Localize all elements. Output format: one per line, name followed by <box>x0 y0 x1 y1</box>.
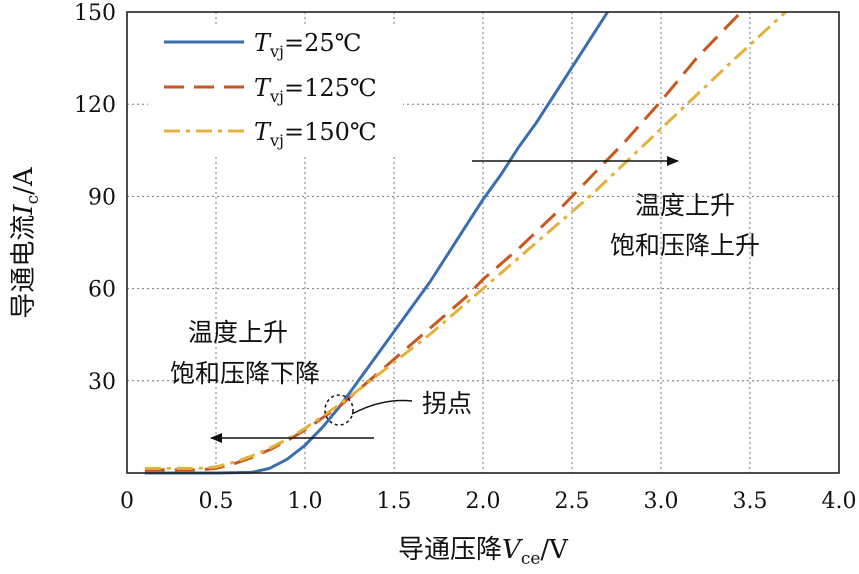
legend-150-var: T <box>254 118 272 146</box>
plot-frame <box>126 11 840 474</box>
series-line-0 <box>144 11 609 475</box>
x-axis-label: 导通压降Vce/V <box>398 535 569 569</box>
x-tick-label-8: 4.0 <box>822 489 857 514</box>
inflection-circle <box>324 394 354 426</box>
legend-label-125: Tvj=125℃ <box>254 74 377 106</box>
y-tick-label-4: 150 <box>74 1 116 26</box>
note-fall-line1: 温度上升 <box>188 318 288 347</box>
legend-25-rest: =25℃ <box>284 29 362 57</box>
y-tick-label-0: 30 <box>88 370 116 395</box>
inflection-leader <box>351 399 413 415</box>
y-tick-label-1: 60 <box>88 278 116 303</box>
y-axis-label-var: I <box>9 204 39 216</box>
tick-labels: 0 0.5 1.0 1.5 2.0 2.5 3.0 3.5 4.0 30 60 90 120 150 <box>74 1 857 514</box>
x-axis-label-var: V <box>502 535 523 565</box>
x-axis-label-main: 导通压降 <box>398 535 502 565</box>
legend-25-sub: vj <box>269 42 284 61</box>
legend-label-25: Tvj=25℃ <box>254 29 362 61</box>
x-tick-label-6: 3.0 <box>644 489 679 514</box>
y-axis-label: 导通电流Ic/A <box>9 166 43 319</box>
legend: Tvj=25℃ Tvj=125℃ Tvj=150℃ <box>148 24 403 156</box>
x-tick-label-0: 0 <box>120 489 134 514</box>
x-tick-label-3: 1.5 <box>377 489 412 514</box>
inflection-label: 拐点 <box>422 389 472 418</box>
legend-150-rest: =150℃ <box>284 118 377 146</box>
note-rise-line2: 饱和压降上升 <box>610 231 760 260</box>
y-axis-label-unit: /A <box>9 166 39 195</box>
legend-background <box>148 24 403 156</box>
y-tick-label-2: 90 <box>88 185 116 210</box>
x-tick-label-1: 0.5 <box>199 489 234 514</box>
legend-125-var: T <box>254 74 272 102</box>
y-axis-label-main: 导通电流 <box>9 215 39 319</box>
x-tick-label-5: 2.5 <box>555 489 590 514</box>
series-line-2 <box>144 10 787 470</box>
note-rise-line1: 温度上升 <box>635 191 735 220</box>
series-group <box>144 10 787 475</box>
x-axis-label-sub: ce <box>521 549 541 569</box>
legend-label-150: Tvj=150℃ <box>254 118 377 150</box>
legend-150-sub: vj <box>269 131 284 150</box>
legend-25-var: T <box>254 29 272 57</box>
x-tick-label-4: 2.0 <box>466 489 501 514</box>
note-fall-line2: 饱和压降下降 <box>170 359 320 388</box>
x-tick-label-2: 1.0 <box>288 489 323 514</box>
legend-125-rest: =125℃ <box>284 74 377 102</box>
y-tick-label-3: 120 <box>74 93 116 118</box>
x-axis-label-unit: /V <box>540 535 569 565</box>
y-axis-label-sub: c <box>23 195 43 205</box>
legend-125-sub: vj <box>269 87 284 106</box>
x-tick-label-7: 3.5 <box>733 489 768 514</box>
